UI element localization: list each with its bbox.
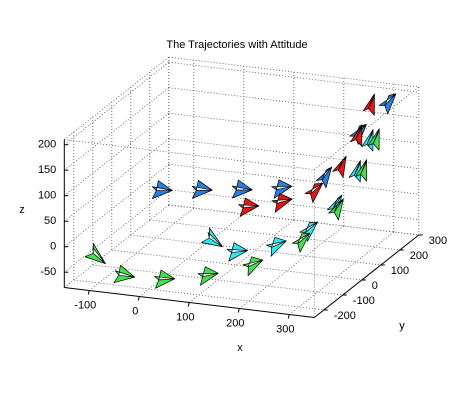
grid-line [239, 225, 345, 309]
grid-line [64, 112, 170, 197]
y-axis [313, 234, 420, 318]
x-axis [64, 287, 315, 318]
x-tick-label: 300 [276, 323, 294, 335]
arrow [201, 227, 223, 248]
arrow [316, 166, 333, 189]
arrow [197, 266, 219, 286]
arrow [238, 197, 260, 217]
box-edge [64, 204, 170, 288]
arrow [361, 129, 374, 152]
z-tick-label: -50 [40, 266, 56, 278]
arrow [355, 159, 367, 182]
arrow [265, 236, 287, 257]
arrow [271, 193, 293, 213]
y-tick-label: 100 [391, 265, 409, 277]
z-tick-label: 200 [38, 139, 56, 151]
grid-line [64, 61, 170, 146]
tick-mark [137, 296, 140, 301]
grid-line [64, 87, 170, 171]
tick-mark [187, 302, 190, 307]
chart-title: The Trajectories with Attitude [166, 39, 307, 51]
grid-line [189, 219, 295, 303]
arrow [154, 269, 176, 289]
x-axis-label: x [237, 342, 243, 354]
grid-line [64, 189, 170, 273]
box-edge [64, 139, 315, 170]
z-axis-label: z [19, 204, 25, 216]
y-tick-label: 0 [372, 280, 378, 292]
y-tick-label: 200 [410, 250, 428, 262]
grid-line [289, 231, 395, 315]
arrow [328, 198, 344, 221]
tick-mark [237, 308, 240, 313]
arrow [191, 179, 213, 199]
arrow [231, 179, 253, 199]
z-tick-label: 100 [38, 190, 56, 202]
arrow [271, 179, 293, 199]
arrow [378, 93, 397, 115]
z-tick-label: 0 [50, 241, 56, 253]
box-edge [64, 56, 170, 140]
arrow [226, 242, 248, 262]
arrow [84, 242, 106, 265]
arrow [291, 232, 311, 253]
grid-line [64, 138, 170, 222]
tick-mark [287, 314, 290, 319]
arrow [362, 93, 375, 116]
arrow [113, 264, 136, 284]
arrow [151, 180, 173, 199]
x-tick-label: 200 [226, 317, 244, 329]
z-tick-label: 50 [44, 215, 56, 227]
arrow [367, 128, 380, 151]
arrow [299, 221, 318, 242]
x-tick-label: -100 [74, 299, 96, 311]
y-axis-label: y [399, 320, 405, 332]
y-tick-label: -100 [353, 295, 375, 307]
arrow [348, 160, 361, 183]
z-tick-label: 150 [38, 164, 56, 176]
arrow [350, 124, 363, 147]
arrow [332, 155, 347, 178]
grid-line [89, 207, 195, 291]
x-tick-label: 100 [176, 311, 194, 323]
grid-line [139, 213, 245, 297]
y-tick-label: -200 [334, 310, 356, 322]
arrow [242, 256, 264, 277]
arrow [304, 183, 324, 203]
box-edge [314, 86, 420, 170]
grid-line [64, 163, 170, 248]
y-tick-label: 300 [429, 235, 447, 247]
tick-mark [87, 290, 90, 295]
x-tick-label: 0 [132, 305, 138, 317]
